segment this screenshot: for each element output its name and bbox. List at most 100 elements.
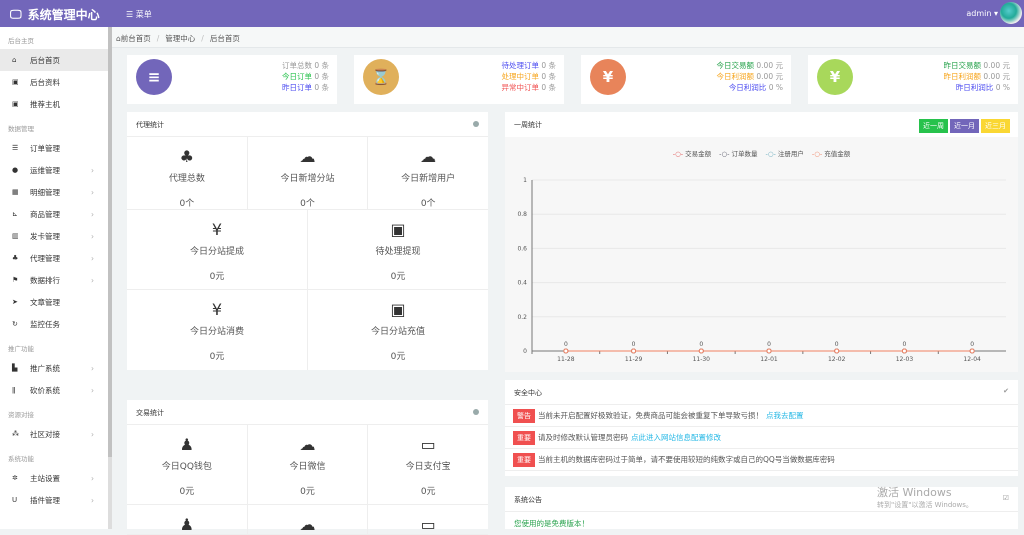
sidebar-item[interactable]: ▥ 发卡管理 › [0, 225, 108, 247]
stat-line: 订单总数 0 条 [282, 60, 329, 71]
sidebar-item[interactable]: ➤ 文章管理 [0, 291, 108, 313]
comments-icon: ● [12, 166, 19, 174]
range-button[interactable]: 近一周 [919, 119, 948, 133]
legend-label: 订单数量 [731, 150, 758, 158]
sidebar-item[interactable]: ▣ 推荐主机 [0, 93, 108, 115]
calendar-icon: ▦ [12, 188, 19, 196]
stat-value: 0元 [300, 487, 315, 497]
breadcrumb-admin[interactable]: 管理中心 [165, 34, 196, 43]
sidebar-item[interactable]: ⚑ 数据排行 › [0, 269, 108, 291]
security-alert: 重要 当前主机的数据库密码过于简单，请不要使用较短的纯数字或自己的QQ号当做数据库… [505, 449, 1018, 471]
cutlery-icon: ǁ [12, 386, 16, 394]
y-tick-label: 0.2 [517, 314, 527, 321]
yen-icon: ¥ [211, 300, 223, 319]
menu-toggle[interactable]: ☰ 菜单 [126, 10, 152, 19]
stat-label: 待处理提现 [375, 247, 421, 257]
stat-label: 处理中订单 [501, 72, 539, 81]
sidebar-item[interactable]: ☰ 订单管理 [0, 137, 108, 159]
stat-label: 今日利润额 [716, 72, 755, 81]
legend-item[interactable]: -○- 注册用户 [766, 150, 804, 158]
breadcrumb-current: 后台首页 [209, 34, 240, 43]
stat-value: 0元 [209, 352, 225, 362]
legend-item[interactable]: -○- 订单数量 [719, 150, 757, 158]
y-tick-label: 0.4 [517, 280, 527, 287]
sidebar-item-label: 订单管理 [30, 143, 60, 153]
stat-label: 今日QQ钱包 [161, 462, 212, 472]
panel-title: 交易统计 [136, 409, 164, 417]
avatar[interactable] [1000, 2, 1022, 24]
range-button[interactable]: 近一月 [950, 119, 979, 133]
sidebar-item[interactable]: ▦ 明细管理 › [0, 181, 108, 203]
sidebar-item-label: 砍价系统 [30, 385, 60, 395]
sidebar-scrollbar[interactable] [108, 27, 112, 529]
data-point [698, 348, 704, 354]
watermark-line1: 激活 Windows [877, 486, 952, 499]
sidebar-item[interactable]: ✲ 主站设置 › [0, 467, 108, 489]
sidebar-item-label: 推荐主机 [30, 99, 60, 109]
stat-cell: ☁ 今日新增分站 0个 [248, 137, 369, 209]
alert-text: 请及时修改默认管理员密码 [538, 433, 628, 442]
sidebar-item-label: 代理管理 [30, 253, 60, 263]
weekly-stats-panel: 一周统计 近一周 近一月 近三月 -○- 交易金额 -○- 订单数量 -○- 注册用户 -○- 充… [505, 112, 1018, 372]
stat-value: 0.00 元 [756, 72, 783, 81]
stat-value: 0 % [768, 83, 783, 92]
sidebar-item-label: 后台首页 [30, 55, 60, 65]
data-label: 0 [970, 341, 974, 348]
sidebar-item[interactable]: ▣ 后台资料 [0, 71, 108, 93]
stat-value: 0个 [420, 199, 436, 209]
stat-value: 0.00 元 [983, 61, 1010, 70]
brand[interactable]: 🖵 系统管理中心 [10, 6, 100, 23]
list-icon: ☰ [12, 144, 19, 152]
stat-line: 今日利润比 0 % [717, 82, 783, 93]
alert-link[interactable]: 点此进入网站信息配置修改 [631, 433, 721, 442]
check-icon[interactable]: ✔ [1003, 387, 1009, 395]
home-icon: ⌂ [116, 34, 121, 43]
stat-label: 今日微信 [289, 462, 326, 472]
x-tick-label: 12-03 [896, 356, 914, 363]
cart-icon: ⊾ [12, 210, 18, 218]
sidebar-item[interactable]: ♣ 代理管理 › [0, 247, 108, 269]
legend-item[interactable]: -○- 充值金额 [812, 150, 850, 158]
legend-marker: -○- [811, 150, 823, 158]
breadcrumb-home[interactable]: 前台首页 [120, 34, 151, 43]
stat-label: 今日分站提成 [189, 247, 244, 257]
collapse-icon[interactable] [473, 121, 479, 127]
sidebar-item[interactable]: ⊾ 商品管理 › [0, 203, 108, 225]
legend-item[interactable]: -○- 交易金额 [673, 150, 711, 158]
legend-label: 注册用户 [777, 150, 804, 158]
sidebar-item[interactable]: ⁂ 社区对接 › [0, 423, 108, 445]
sidebar-item[interactable]: ⌂ 后台首页 [0, 49, 108, 71]
stat-line: 待处理订单 0 条 [501, 60, 556, 71]
user-menu[interactable]: admin ▾ [966, 9, 998, 18]
sidebar-section-header: 数据管理 [8, 125, 34, 133]
stat-line: 昨日利润额 0.00 元 [944, 71, 1010, 82]
collapse-icon[interactable] [473, 409, 479, 415]
stat-line: 处理中订单 0 条 [501, 71, 556, 82]
alert-link[interactable]: 点我去配置 [766, 411, 804, 420]
industry-icon: ▙ [12, 364, 18, 372]
menu-label: 菜单 [135, 10, 152, 19]
sidebar-item-label: 主站设置 [30, 473, 60, 483]
sidebar-item[interactable]: ▙ 推广系统 › [0, 357, 108, 379]
data-label: 0 [835, 341, 839, 348]
stat-value: 0元 [209, 272, 225, 282]
sidebar-item[interactable]: ● 运维管理 › [0, 159, 108, 181]
stat-value: 0.00 元 [983, 72, 1010, 81]
stat-card: ¥ 今日交易额 0.00 元今日利润额 0.00 元今日利润比 0 % [581, 55, 791, 104]
range-button[interactable]: 近三月 [981, 119, 1010, 133]
stat-line: 昨日交易额 0.00 元 [944, 60, 1010, 71]
credit-card-icon: ▭ [420, 435, 436, 454]
checkbox-icon[interactable]: ☑ [1002, 494, 1009, 502]
sitemap-icon: ♣ [179, 147, 194, 166]
chevron-right-icon: › [91, 363, 94, 373]
stat-value: 0 条 [541, 83, 556, 92]
stat-value: 0个 [179, 199, 195, 209]
send-icon: ➤ [12, 298, 18, 306]
sidebar-item[interactable]: U 插件管理 › [0, 489, 108, 511]
sidebar-item[interactable]: ↻ 监控任务 [0, 313, 108, 335]
sidebar-item[interactable]: ǁ 砍价系统 › [0, 379, 108, 401]
sidebar-item-label: 插件管理 [30, 495, 60, 505]
data-point [563, 348, 569, 354]
cloud-icon: ☁ [299, 147, 316, 166]
chevron-right-icon: › [91, 473, 94, 483]
